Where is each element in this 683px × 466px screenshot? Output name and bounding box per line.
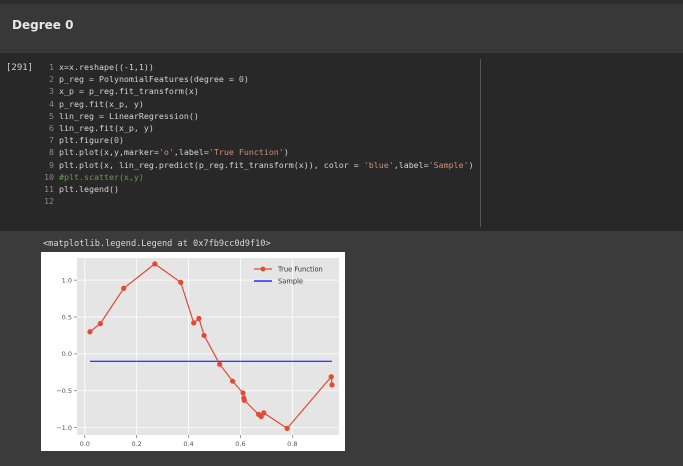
y-tick-label: −0.5 bbox=[56, 387, 72, 395]
code-line: 6 lin_reg.fit(x_p, y) bbox=[43, 122, 474, 134]
output-text: <matplotlib.legend.Legend at 0x7fb9cc0d9… bbox=[43, 239, 271, 249]
data-point bbox=[284, 425, 290, 431]
y-tick-label: −1.0 bbox=[56, 424, 72, 432]
data-point bbox=[217, 361, 223, 367]
code-token: 'True Function' bbox=[208, 147, 284, 158]
output-area: <matplotlib.legend.Legend at 0x7fb9cc0d9… bbox=[0, 231, 683, 466]
data-point bbox=[261, 410, 267, 416]
plot-figure: 0.0 0.2 0.4 0.6 0.8 1.0 0.5 0.0 −0.5 −1.0 True Fun… bbox=[41, 252, 345, 451]
code-editor[interactable]: 1 x=x.reshape((-1,1)) 2 p_reg = PolynomialF… bbox=[43, 61, 474, 207]
x-tick-label: 0.0 bbox=[80, 440, 90, 448]
toolbar-strip bbox=[0, 0, 683, 4]
line-chart: 0.0 0.2 0.4 0.6 0.8 1.0 0.5 0.0 −0.5 −1.0 True Fun… bbox=[56, 258, 339, 448]
line-number: 11 bbox=[44, 183, 54, 194]
code-line: 1 x=x.reshape((-1,1)) bbox=[43, 61, 474, 73]
code-cell[interactable]: [291] 1 x=x.reshape((-1,1)) 2 p_reg = Polyn… bbox=[0, 53, 683, 231]
x-tick-label: 0.6 bbox=[235, 440, 245, 448]
markdown-cell[interactable]: Degree 0 bbox=[0, 4, 683, 52]
code-token: 'o' bbox=[158, 147, 174, 158]
code-line: 11 plt.legend() bbox=[43, 183, 474, 195]
data-point bbox=[121, 285, 127, 291]
code-token: ,label= bbox=[393, 159, 429, 170]
data-point bbox=[201, 332, 207, 339]
line-number: 3 bbox=[49, 86, 54, 97]
code-token: lin_reg.fit(x_p, y) bbox=[59, 122, 154, 133]
code-token: ,label= bbox=[173, 147, 209, 158]
code-token: x_p = p_reg.fit_transform(x) bbox=[59, 86, 199, 97]
data-point bbox=[178, 279, 184, 285]
code-token: plt.figure( bbox=[59, 135, 114, 146]
code-line: 9 plt.plot(x, lin_reg.predict(p_reg.fit_t… bbox=[43, 159, 474, 171]
data-point bbox=[230, 378, 236, 384]
line-length-ruler bbox=[480, 59, 481, 227]
line-number: 7 bbox=[49, 135, 54, 146]
x-tick-label: 0.8 bbox=[287, 440, 297, 448]
legend-marker-true-function bbox=[260, 266, 266, 272]
code-line: 3 x_p = p_reg.fit_transform(x) bbox=[43, 85, 474, 97]
legend-label-sample: Sample bbox=[278, 277, 303, 285]
code-token: lin_reg = LinearRegression() bbox=[59, 110, 199, 121]
y-tick-label: 1.0 bbox=[62, 276, 72, 284]
code-line: 5 lin_reg = LinearRegression() bbox=[43, 110, 474, 122]
code-token: ) bbox=[243, 74, 249, 85]
code-token: ) bbox=[283, 147, 289, 158]
line-number: 6 bbox=[49, 122, 54, 133]
code-line: 12 bbox=[43, 195, 474, 207]
code-token: 'Sample' bbox=[428, 159, 469, 170]
line-number: 2 bbox=[49, 74, 54, 85]
code-line: 10 #plt.scatter(x,y) bbox=[43, 171, 474, 183]
y-tick-label: 0.5 bbox=[62, 313, 72, 321]
execution-count: [291] bbox=[6, 63, 34, 73]
data-point bbox=[258, 413, 264, 420]
data-point bbox=[97, 321, 103, 327]
x-tick-label: 0.2 bbox=[131, 440, 141, 448]
code-token: ) bbox=[468, 159, 474, 170]
code-token: plt.plot(x, lin_reg.predict(p_reg.fit_tr… bbox=[59, 159, 364, 170]
y-tick-label: 0.0 bbox=[62, 350, 72, 358]
code-token: plt.plot(x,y,marker= bbox=[59, 147, 159, 158]
line-number: 4 bbox=[49, 98, 54, 109]
data-point bbox=[329, 382, 335, 388]
code-line: 7 plt.figure(0) bbox=[43, 134, 474, 146]
line-number: 1 bbox=[49, 62, 54, 72]
data-point bbox=[241, 397, 247, 403]
section-heading: Degree 0 bbox=[12, 18, 74, 32]
code-line: 4 p_reg.fit(x_p, y) bbox=[43, 98, 474, 110]
code-token: 0 bbox=[113, 135, 119, 146]
code-token: ) bbox=[118, 135, 124, 146]
plot-area bbox=[77, 258, 339, 435]
code-line: 2 p_reg = PolynomialFeatures(degree = 0) bbox=[43, 73, 474, 85]
line-number: 12 bbox=[44, 196, 54, 207]
code-token: 0 bbox=[238, 74, 244, 85]
line-number: 5 bbox=[49, 110, 54, 121]
data-point bbox=[196, 315, 202, 322]
line-number: 8 bbox=[49, 147, 54, 158]
data-point bbox=[240, 390, 246, 396]
code-token: plt.legend() bbox=[59, 183, 119, 194]
code-line: 8 plt.plot(x,y,marker='o',label='True Fun… bbox=[43, 146, 474, 158]
code-token: p_reg = PolynomialFeatures(degree = bbox=[59, 74, 239, 85]
line-number: 9 bbox=[49, 159, 54, 170]
code-token: 'blue' bbox=[363, 159, 394, 170]
code-token: x=x.reshape((-1,1)) bbox=[59, 62, 154, 72]
data-point bbox=[87, 329, 93, 335]
data-point bbox=[152, 261, 158, 267]
x-tick-label: 0.4 bbox=[183, 440, 193, 448]
data-point bbox=[328, 374, 334, 380]
code-token: p_reg.fit(x_p, y) bbox=[59, 98, 144, 109]
data-point bbox=[191, 320, 197, 326]
line-number: 10 bbox=[44, 171, 54, 182]
legend-label-true-function: True Function bbox=[277, 265, 323, 273]
code-token: #plt.scatter(x,y) bbox=[59, 171, 144, 182]
